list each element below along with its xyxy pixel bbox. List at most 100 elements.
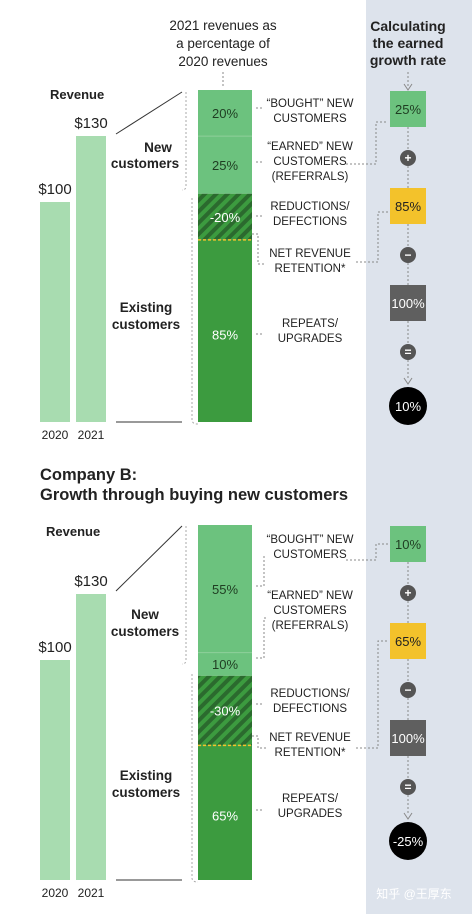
leader-to-calc-bought-a (346, 121, 388, 165)
bracket-existing-b (191, 674, 199, 883)
earned-label-a-1: “EARNED” NEW (267, 141, 353, 153)
calc-title-line-3: growth rate (370, 52, 446, 68)
earned-label-a-3: (REFERRALS) (272, 171, 349, 183)
new-customers-label-b-2: customers (111, 624, 179, 639)
nrr-label-a-2: RETENTION* (275, 263, 346, 275)
panel-b: Revenue $100 $130 2020 2021 New customer… (38, 524, 427, 900)
category-label-2020-a: 2020 (42, 428, 69, 442)
existing-customers-label-b-1: Existing (120, 768, 173, 783)
calc-box-bought-a (390, 91, 426, 127)
company-b-subtitle: Growth through buying new customers (40, 486, 348, 504)
leader-bought-b (256, 555, 266, 587)
calc-value-bought-b: 10% (395, 537, 421, 552)
calc-result-circle-a (389, 387, 427, 425)
bracket-new-a (181, 92, 187, 191)
repeats-label-b-1: REPEATS/ (282, 793, 339, 805)
bar-2021-a (76, 136, 106, 422)
nrr-label-a-1: NET REVENUE (269, 248, 351, 260)
stack-label-earned-b: 10% (212, 657, 238, 672)
stack-label-bought-b: 55% (212, 582, 238, 597)
repeats-label-a-2: UPGRADES (278, 333, 343, 345)
minus-sign-a: − (404, 248, 411, 262)
minus-icon-b (400, 682, 416, 698)
equals-sign-b: = (404, 780, 411, 794)
revenue-label-b: Revenue (46, 524, 100, 539)
connector-top-a (115, 91, 183, 135)
stack-label-repeats-b: 65% (212, 808, 238, 823)
bar-2021-b (76, 594, 106, 880)
plus-sign-a: + (404, 151, 411, 165)
pct-caption-line-1: 2021 revenues as (169, 18, 277, 33)
bar-2020-a (40, 202, 70, 422)
connector-top-b (115, 525, 183, 592)
earned-label-b-2: CUSTOMERS (273, 605, 347, 617)
calc-result-a: 10% (395, 399, 421, 414)
value-label-2020-a: $100 (38, 181, 71, 198)
leader-to-calc-nrr-b (356, 640, 388, 749)
minus-sign-b: − (404, 683, 411, 697)
equals-icon-b (400, 779, 416, 795)
calc-value-nrr-a: 85% (395, 199, 421, 214)
plus-icon-b (400, 585, 416, 601)
equals-icon-a (400, 344, 416, 360)
watermark: 知乎 @王厚东 (376, 887, 452, 901)
calc-value-nrr-b: 65% (395, 634, 421, 649)
revenue-label-a: Revenue (50, 87, 104, 102)
earned-label-a-2: CUSTOMERS (273, 156, 347, 168)
existing-customers-label-a-2: customers (112, 317, 180, 332)
plus-sign-b: + (404, 586, 411, 600)
bar-2020-b (40, 660, 70, 880)
stack-label-earned-a: 25% (212, 158, 238, 173)
calc-box-base-b (390, 720, 426, 756)
category-label-2021-b: 2021 (78, 886, 105, 900)
stack-label-repeats-a: 85% (212, 328, 238, 343)
category-label-2021-a: 2021 (78, 428, 105, 442)
calc-title-line-1: Calculating (370, 18, 445, 34)
calc-value-bought-a: 25% (395, 102, 421, 117)
earned-label-b-3: (REFERRALS) (272, 620, 349, 632)
new-customers-label-b-1: New (131, 607, 159, 622)
repeats-label-a-1: REPEATS/ (282, 318, 339, 330)
nrr-label-b-1: NET REVENUE (269, 732, 351, 744)
category-label-2020-b: 2020 (42, 886, 69, 900)
value-label-2021-a: $130 (74, 115, 107, 132)
segment-repeats-b (198, 745, 252, 880)
reductions-label-a-1: REDUCTIONS/ (270, 201, 350, 213)
segment-bought-a (198, 90, 252, 137)
panel-a: Revenue $100 $130 2020 2021 New customer… (38, 87, 427, 442)
leader-to-calc-bought-b (346, 543, 388, 561)
leader-to-calc-nrr-a (356, 211, 388, 263)
calc-result-circle-b (389, 822, 427, 860)
bracket-existing-a (191, 198, 199, 425)
bought-label-b-2: CUSTOMERS (273, 549, 347, 561)
arrow-down-icon (403, 812, 413, 820)
calc-panel (366, 0, 472, 914)
existing-customers-label-b-2: customers (112, 785, 180, 800)
new-customers-label-a-2: customers (111, 156, 179, 171)
bought-label-a-1: “BOUGHT” NEW (267, 98, 354, 110)
calc-box-bought-b (390, 526, 426, 562)
repeats-label-b-2: UPGRADES (278, 808, 343, 820)
leader-nrr-b (252, 735, 266, 749)
calc-box-nrr-b (390, 623, 426, 659)
calc-title-line-2: the earned (373, 35, 444, 51)
bought-label-a-2: CUSTOMERS (273, 113, 347, 125)
value-label-2020-b: $100 (38, 639, 71, 656)
segment-reductions-a (198, 193, 252, 240)
reductions-label-b-2: DEFECTIONS (273, 703, 347, 715)
calc-result-b: -25% (393, 834, 424, 849)
calc-box-nrr-a (390, 188, 426, 224)
stack-label-reductions-a: -20% (210, 210, 241, 225)
reductions-label-a-2: DEFECTIONS (273, 216, 347, 228)
pct-caption-line-2: a percentage of (176, 36, 270, 51)
calc-box-base-a (390, 285, 426, 321)
calc-value-base-b: 100% (391, 731, 425, 746)
value-label-2021-b: $130 (74, 573, 107, 590)
minus-icon-a (400, 247, 416, 263)
arrow-down-icon (403, 83, 413, 91)
segment-earned-a (198, 136, 252, 194)
stack-label-bought-a: 20% (212, 106, 238, 121)
pct-caption-line-3: 2020 revenues (178, 54, 268, 69)
segment-bought-b (198, 525, 252, 653)
